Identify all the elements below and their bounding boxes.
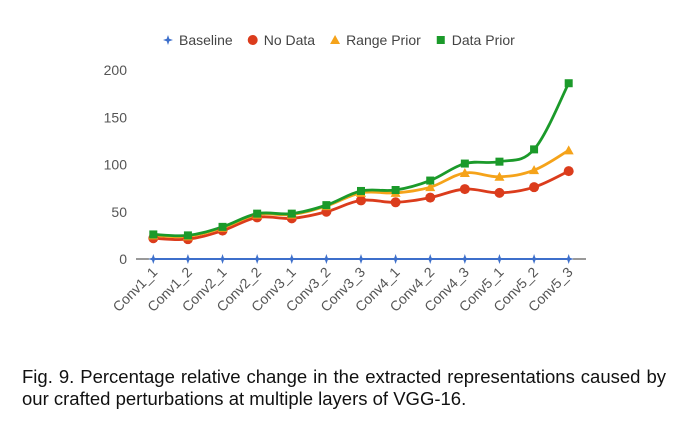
data-point-data-prior (183, 231, 192, 240)
legend-label-baseline: Baseline (179, 32, 233, 48)
legend-label-range-prior: Range Prior (346, 32, 421, 48)
data-point-baseline (529, 254, 540, 264)
data-point-no-data (563, 166, 574, 177)
data-point-no-data (529, 182, 540, 193)
data-point-data-prior (460, 159, 469, 168)
data-point-baseline (563, 254, 574, 264)
data-point-no-data (494, 187, 505, 198)
data-point-data-prior (287, 209, 296, 218)
x-axis: Conv1_1Conv1_2Conv2_1Conv2_2Conv3_1Conv3… (109, 258, 586, 315)
data-point-range-prior (494, 171, 505, 181)
data-point-no-data (425, 192, 436, 203)
series-lines (153, 82, 570, 260)
y-tick-label: 100 (104, 157, 128, 173)
y-tick-label: 150 (104, 109, 128, 125)
data-point-range-prior (529, 165, 540, 175)
data-point-no-data (390, 197, 401, 208)
data-point-baseline (390, 254, 401, 264)
y-tick-label: 50 (111, 204, 127, 220)
data-point-baseline (459, 254, 470, 264)
data-point-range-prior (563, 145, 574, 155)
data-point-baseline (148, 254, 159, 264)
legend-marker-range-prior (330, 35, 341, 44)
data-point-data-prior (253, 209, 262, 218)
series-markers (148, 79, 574, 264)
series-line-data-prior (153, 82, 570, 238)
data-point-data-prior (530, 145, 539, 154)
legend: Baseline No Data Range Prior Data Prior (163, 32, 515, 48)
data-point-no-data (459, 184, 470, 195)
data-point-baseline (252, 254, 263, 264)
legend-marker-data-prior (436, 36, 445, 44)
data-point-baseline (217, 254, 228, 264)
data-point-data-prior (149, 230, 158, 239)
y-tick-label: 200 (104, 62, 128, 78)
data-point-baseline (286, 254, 297, 264)
data-point-baseline (425, 254, 436, 264)
legend-marker-no-data (247, 35, 258, 45)
figure-caption: Fig. 9. Percentage relative change in th… (22, 366, 666, 409)
chart: Baseline No Data Range Prior Data Prior 0 50… (104, 32, 586, 315)
data-point-baseline (182, 254, 193, 264)
data-point-data-prior (322, 201, 331, 210)
data-point-baseline (356, 254, 366, 264)
data-point-data-prior (357, 186, 365, 195)
y-axis: 0 50 100 150 200 (104, 62, 128, 267)
data-point-range-prior (459, 168, 470, 177)
data-point-data-prior (426, 176, 435, 185)
legend-label-data-prior: Data Prior (452, 32, 515, 48)
data-point-data-prior (564, 79, 573, 88)
legend-label-no-data: No Data (264, 32, 316, 48)
y-tick-label: 0 (119, 251, 127, 267)
data-point-baseline (494, 254, 505, 264)
data-point-data-prior (495, 157, 504, 166)
data-point-data-prior (391, 186, 400, 195)
data-point-data-prior (218, 222, 227, 231)
data-point-no-data (356, 195, 366, 206)
data-point-baseline (321, 254, 332, 264)
legend-marker-baseline (163, 35, 173, 45)
data-point-range-prior (425, 182, 436, 192)
